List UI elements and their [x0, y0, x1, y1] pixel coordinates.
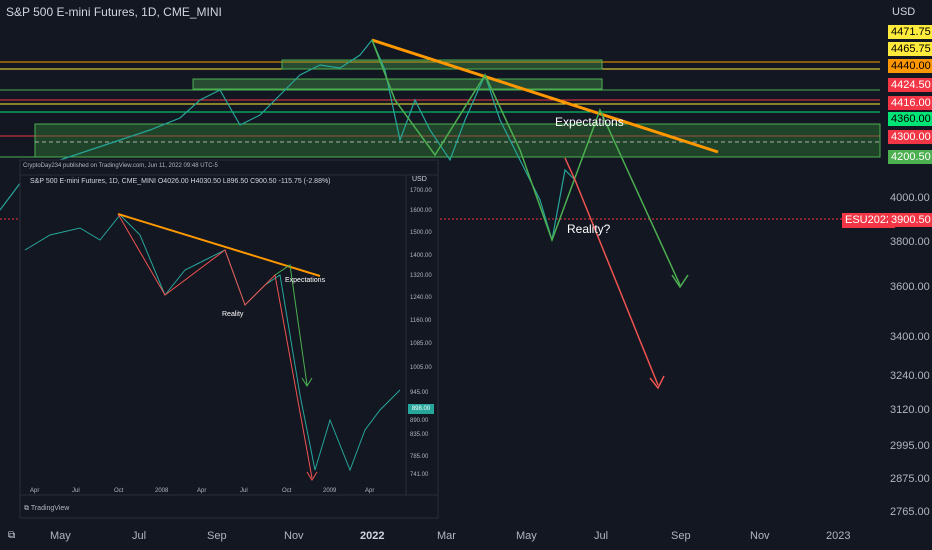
price-tag[interactable]: 4440.00 — [888, 59, 932, 73]
symbol-tag[interactable]: ESU2022 — [842, 213, 896, 228]
inset-time-label: Jul — [240, 488, 248, 494]
inset-axis-label: 785.00 — [410, 454, 429, 460]
price-tag[interactable]: 4300.00 — [888, 130, 932, 144]
time-axis-label: Jul — [594, 530, 609, 542]
time-axis-label: 2023 — [826, 530, 851, 542]
inset-axis-label: 945.00 — [410, 390, 429, 396]
price-tag[interactable]: 4416.00 — [888, 96, 932, 110]
reality-path — [564, 157, 659, 386]
inset-published-text: CryptoDay234 published on TradingView.co… — [23, 163, 218, 169]
price-axis-label: 2875.00 — [890, 473, 930, 485]
inset-price-tag: 898.00 — [408, 404, 434, 414]
price-axis-label: 3120.00 — [890, 404, 930, 416]
time-axis-label: Nov — [750, 530, 770, 542]
price-axis-label: 4000.00 — [890, 192, 930, 204]
inset-currency: USD — [412, 176, 427, 183]
inset-reality-label: Reality — [222, 311, 244, 318]
inset-time-label: Apr — [365, 488, 375, 494]
time-axis-label: Mar — [437, 530, 456, 542]
tradingview-corner-icon[interactable]: ⧉ — [8, 530, 16, 541]
level-lines — [0, 61, 880, 220]
inset-time-label: Jul — [72, 488, 80, 494]
time-axis-label: Sep — [207, 530, 227, 542]
inset-time-label: Apr — [30, 488, 40, 494]
time-axis-label: May — [516, 530, 537, 542]
inset-axis-label: 1600.00 — [410, 208, 432, 214]
inset-axis-label: 890.00 — [410, 418, 429, 424]
inset-axis-label: 741.00 — [410, 472, 429, 478]
currency-label: USD — [892, 6, 916, 18]
price-tag[interactable]: 4360.00 — [888, 112, 932, 126]
inset-axis-label: 1240.00 — [410, 295, 432, 301]
tradingview-icon: ⧉ — [24, 505, 31, 512]
price-axis-label: 3400.00 — [890, 331, 930, 343]
inset-title: S&P 500 E-mini Futures, 1D, CME_MINI O40… — [30, 178, 331, 185]
time-axis-label: May — [50, 530, 71, 542]
price-tag[interactable]: 4200.50 — [888, 150, 932, 164]
time-axis-label: Sep — [671, 530, 691, 542]
inset-time-label: Oct — [282, 488, 292, 494]
inset-time-label: Oct — [114, 488, 124, 494]
inset-axis-label: 835.00 — [410, 432, 429, 438]
price-axis-label: 2765.00 — [890, 506, 930, 518]
last-price-tag[interactable]: 3900.50 — [888, 213, 932, 227]
inset-time-label: 2009 — [323, 488, 337, 494]
trend-line — [371, 38, 719, 154]
inset-axis-label: 1160.00 — [410, 318, 432, 324]
reality-label: Reality? — [567, 222, 611, 236]
time-axis-label: Nov — [284, 530, 304, 542]
price-tag[interactable]: 4465.75 — [888, 42, 932, 56]
inset-trend-line — [117, 213, 321, 277]
expectation-path — [371, 39, 681, 286]
time-axis-label: Jul — [132, 530, 147, 542]
inset-axis-label: 1700.00 — [410, 188, 432, 194]
inset-time-label: Apr — [197, 488, 207, 494]
inset-axis-label: 1085.00 — [410, 341, 432, 347]
expectations-label: Expectations — [555, 115, 624, 129]
chart-title: S&P 500 E-mini Futures, 1D, CME_MINI — [6, 5, 222, 19]
price-tag[interactable]: 4471.75 — [888, 25, 932, 39]
inset-panel — [19, 159, 439, 519]
price-axis-label: 3600.00 — [890, 281, 930, 293]
price-path — [0, 38, 576, 241]
price-axis-label: 3800.00 — [890, 236, 930, 248]
price-axis-label: 3240.00 — [890, 370, 930, 382]
inset-axis-label: 1320.00 — [410, 273, 432, 279]
inset-axis-label: 1005.00 — [410, 365, 432, 371]
inset-time-label: 2008 — [155, 488, 169, 494]
inset-expectations-label: Expectations — [285, 277, 326, 284]
supply-demand-zones — [34, 59, 881, 158]
price-axis-label: 2995.00 — [890, 440, 930, 452]
time-axis-label: 2022 — [360, 530, 385, 542]
inset-axis-label: 1400.00 — [410, 253, 432, 259]
tradingview-logo: ⧉ TradingView — [24, 505, 70, 512]
inset-axis-label: 1500.00 — [410, 230, 432, 236]
price-tag[interactable]: 4424.50 — [888, 78, 932, 92]
